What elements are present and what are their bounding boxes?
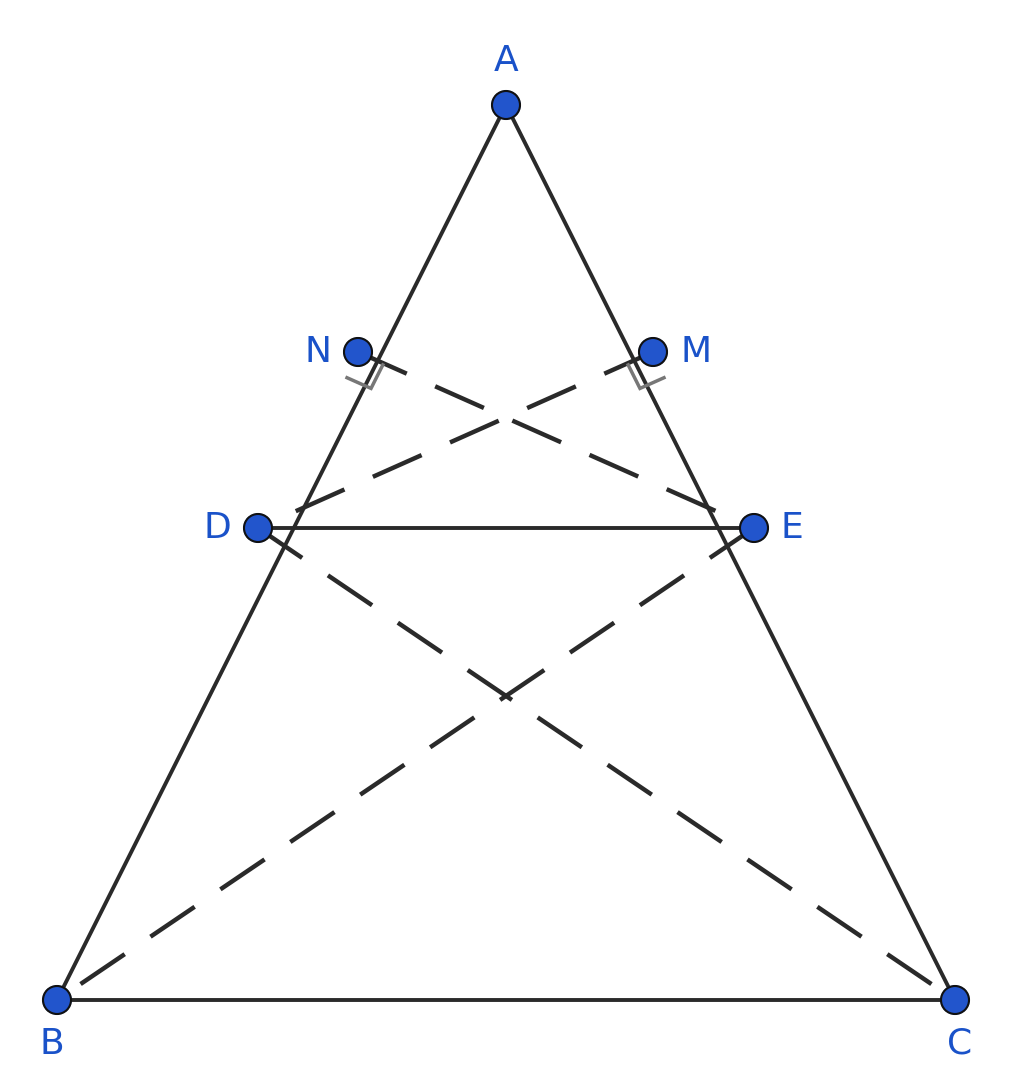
Text: A: A (493, 44, 519, 78)
Text: M: M (680, 335, 711, 369)
Circle shape (941, 986, 969, 1014)
Circle shape (43, 986, 71, 1014)
Text: N: N (304, 335, 331, 369)
Circle shape (344, 339, 372, 366)
Text: E: E (781, 511, 803, 545)
Text: C: C (947, 1027, 972, 1061)
Text: D: D (204, 511, 231, 545)
Circle shape (492, 91, 520, 119)
Circle shape (741, 514, 768, 542)
Circle shape (244, 514, 272, 542)
Circle shape (639, 339, 667, 366)
Text: B: B (40, 1027, 64, 1061)
